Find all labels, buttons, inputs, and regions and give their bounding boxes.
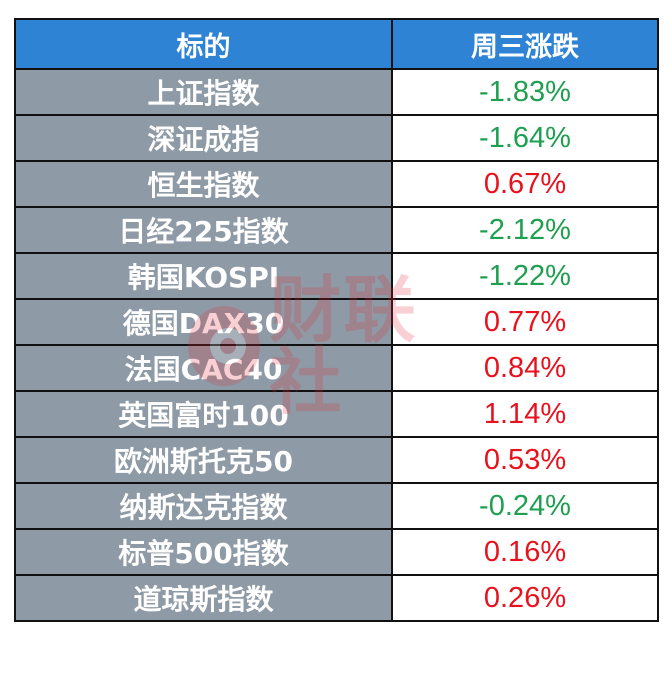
index-change: -2.12% [391,206,659,254]
table-row: 道琼斯指数 0.26% [14,574,659,622]
table-row: 纳斯达克指数 -0.24% [14,482,659,530]
index-name: 上证指数 [14,68,393,116]
table-row: 英国富时100 1.14% [14,390,659,438]
table-row: 韩国KOSPI -1.22% [14,252,659,300]
index-name: 德国DAX30 [14,298,393,346]
index-name: 欧洲斯托克50 [14,436,393,484]
table-row: 欧洲斯托克50 0.53% [14,436,659,484]
index-name: 英国富时100 [14,390,393,438]
table-row: 标普500指数 0.16% [14,528,659,576]
index-name: 标普500指数 [14,528,393,576]
table-row: 恒生指数 0.67% [14,160,659,208]
index-change: 0.84% [391,344,659,392]
index-change: 1.14% [391,390,659,438]
index-change: 0.67% [391,160,659,208]
index-change: 0.26% [391,574,659,622]
index-change: 0.77% [391,298,659,346]
index-name: 法国CAC40 [14,344,393,392]
table-row: 上证指数 -1.83% [14,68,659,116]
index-change: -0.24% [391,482,659,530]
index-name: 恒生指数 [14,160,393,208]
header-row: 标的 周三涨跌 [14,18,659,70]
index-change: -1.83% [391,68,659,116]
table-row: 法国CAC40 0.84% [14,344,659,392]
index-change: -1.22% [391,252,659,300]
index-change: 0.16% [391,528,659,576]
index-name: 日经225指数 [14,206,393,254]
index-change: 0.53% [391,436,659,484]
table-row: 日经225指数 -2.12% [14,206,659,254]
index-name: 深证成指 [14,114,393,162]
header-change: 周三涨跌 [391,18,659,70]
index-name: 韩国KOSPI [14,252,393,300]
index-name: 纳斯达克指数 [14,482,393,530]
table-row: 德国DAX30 0.77% [14,298,659,346]
index-change: -1.64% [391,114,659,162]
table-body: 上证指数 -1.83% 深证成指 -1.64% 恒生指数 0.67% 日经225… [14,68,659,622]
index-change-table: 标的 周三涨跌 上证指数 -1.83% 深证成指 -1.64% 恒生指数 0.6… [14,18,659,622]
index-name: 道琼斯指数 [14,574,393,622]
header-name: 标的 [14,18,393,70]
table-row: 深证成指 -1.64% [14,114,659,162]
